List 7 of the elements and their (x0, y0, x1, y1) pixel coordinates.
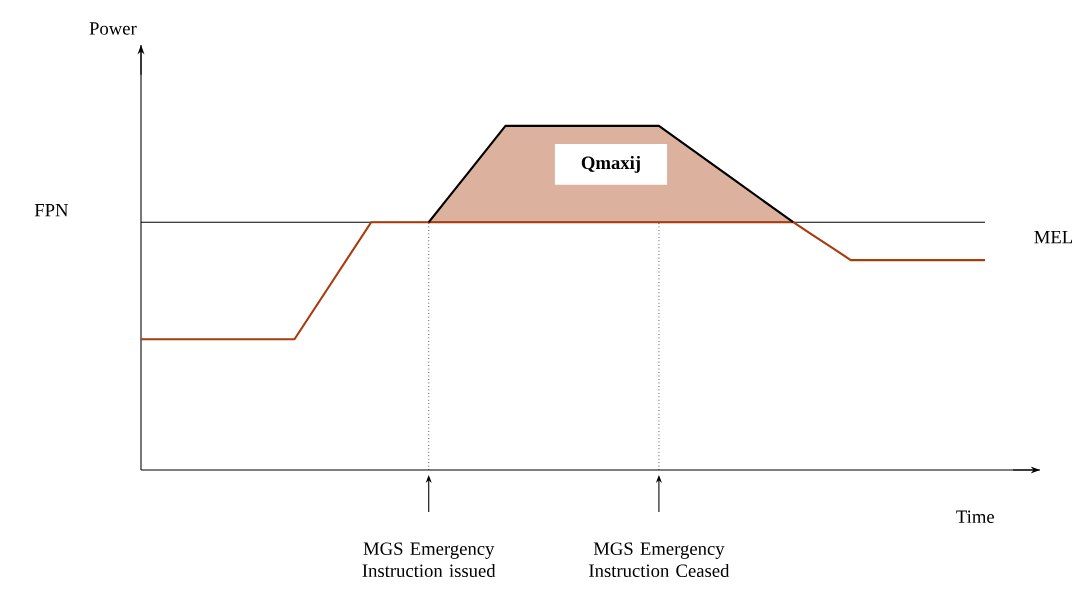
annotation: Qmaxij (581, 155, 640, 173)
ref-line-label: MEL (1034, 230, 1073, 244)
y-axis-title: Power (89, 22, 137, 35)
text: FPN (34, 204, 69, 217)
x-axis-title: Time (956, 510, 995, 524)
text: MGS Emergency Instruction Ceased (589, 542, 730, 578)
text: MGS Emergency Instruction issued (362, 542, 496, 578)
